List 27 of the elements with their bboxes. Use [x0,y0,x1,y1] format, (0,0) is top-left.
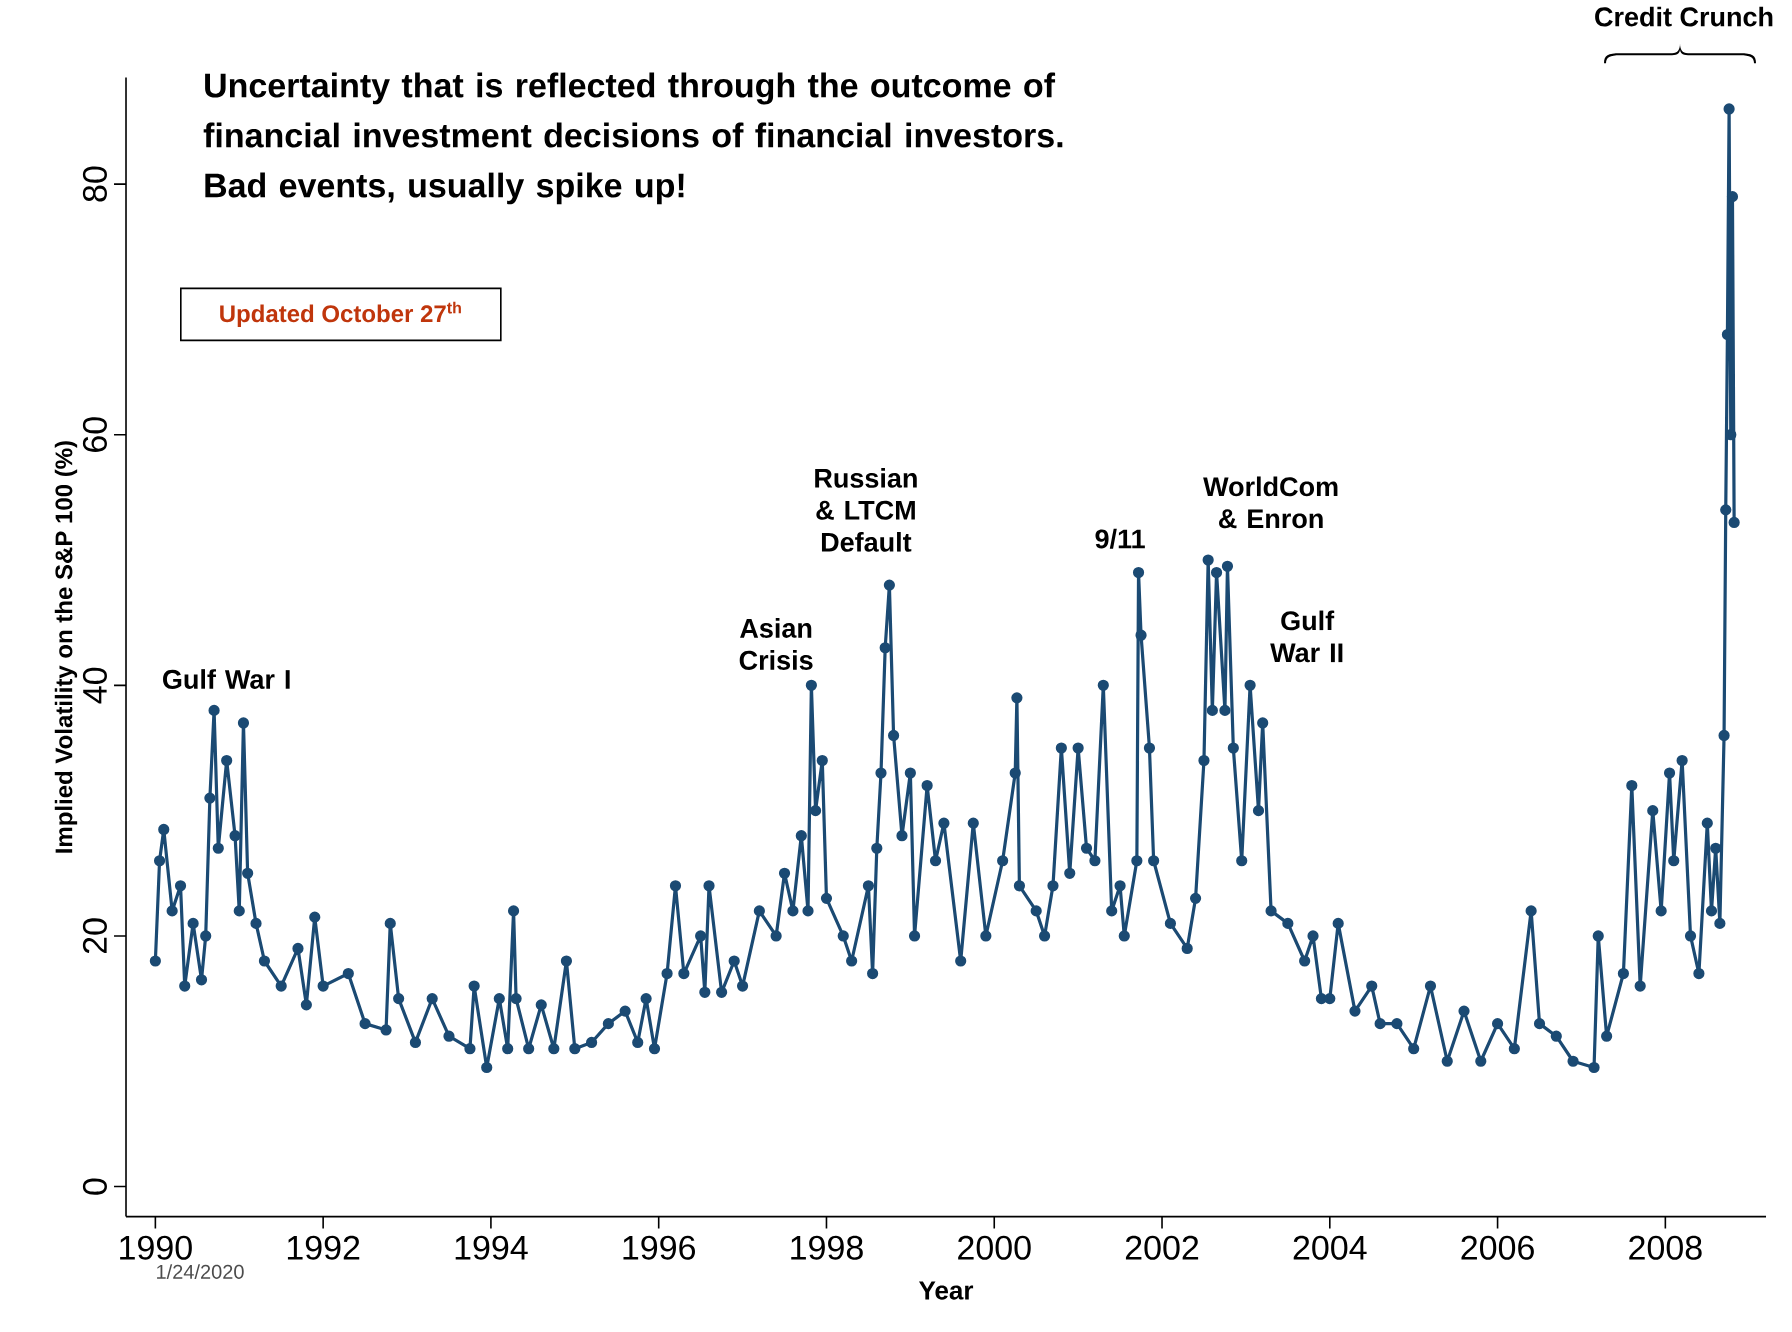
y-axis-title: Implied Volatility on the S&P 100 (%) [54,441,78,853]
annotation: Updated October 27$^{th}$ [220,301,461,328]
annotation: Gulf War I [163,669,290,690]
x-tick-label: 2004 [1293,1235,1367,1260]
y-tick-label: 80 [82,166,107,202]
annotation: 9/11 [1095,528,1145,549]
annotation: WorldCom & Enron [1203,476,1338,529]
x-tick-label: 2000 [958,1235,1031,1260]
text: 1/24/2020 [157,1264,244,1280]
x-tick-label: 2008 [1629,1235,1702,1260]
y-tick-label: 40 [82,667,107,704]
y-tick-label: 0 [82,1178,107,1195]
x-axis-title: Year [918,1281,974,1300]
x-tick-label: 1994 [455,1235,528,1260]
x-tick-label: 1992 [287,1235,360,1260]
y-tick-label: 60 [82,417,107,453]
x-tick-label: 1996 [623,1235,695,1260]
x-tick-label: 2002 [1125,1235,1199,1260]
y-tick-label: 20 [82,918,107,954]
x-tick-label: 1998 [791,1235,863,1260]
x-tick-label: 1990 [120,1235,192,1260]
annotation: Gulf War II [1270,610,1343,663]
text: Uncertainty that is reflected through the outcome of financial investment decisions of financial investors. Bad events, usually spike up! [203,72,1063,205]
annotation: Asian Crisis [739,618,813,671]
annotation: Russian & LTCM Default [815,468,917,553]
x-tick-label: 2006 [1461,1235,1534,1260]
text: Credit Crunch [1595,6,1773,27]
